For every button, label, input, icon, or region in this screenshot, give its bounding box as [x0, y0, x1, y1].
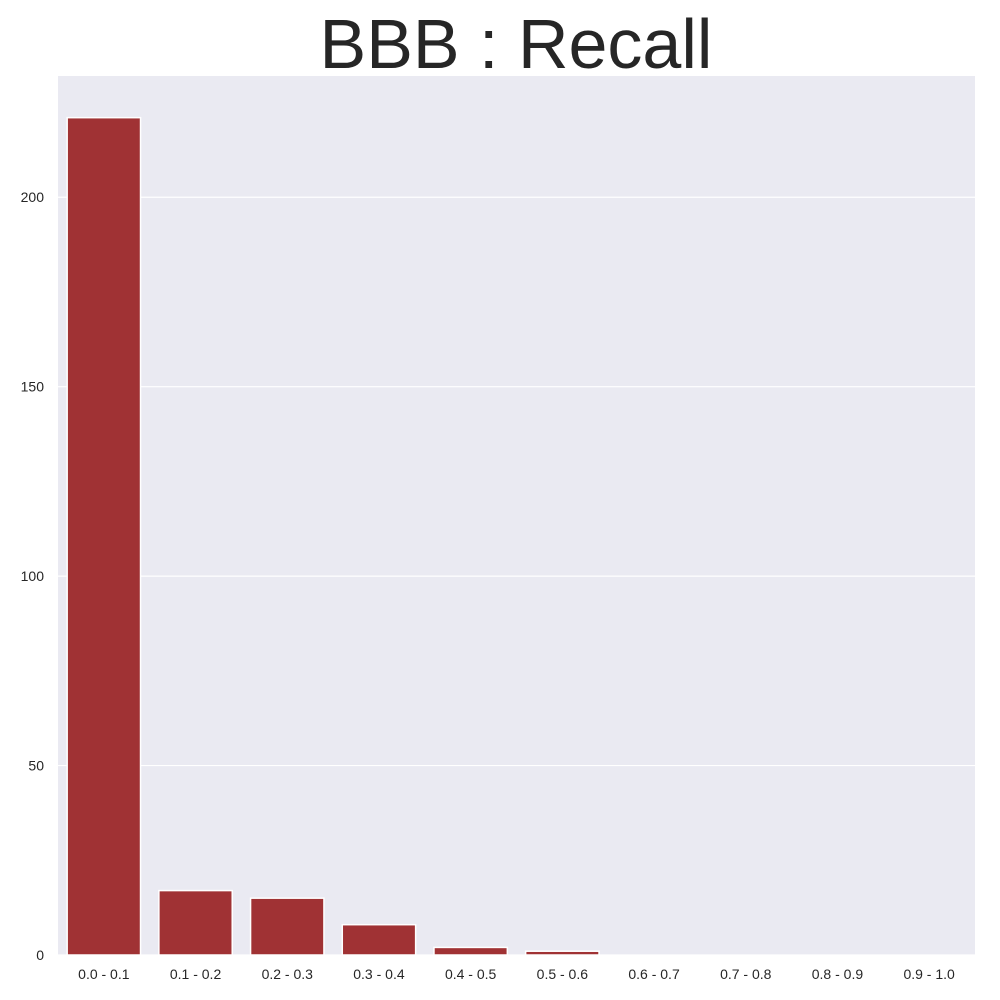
bar	[524, 950, 600, 956]
grid-lines	[58, 196, 975, 956]
x-tick-label: 0.3 - 0.4	[353, 966, 405, 982]
x-tick-label: 0.8 - 0.9	[812, 966, 864, 982]
bar	[433, 946, 509, 956]
x-tick-label: 0.0 - 0.1	[78, 966, 130, 982]
x-tick-label: 0.7 - 0.8	[720, 966, 772, 982]
bar	[249, 897, 325, 956]
x-tick-label: 0.2 - 0.3	[262, 966, 314, 982]
chart-title: BBB : Recall	[320, 5, 713, 83]
y-tick-label: 200	[21, 189, 45, 205]
x-tick-label: 0.4 - 0.5	[445, 966, 497, 982]
x-tick-label: 0.6 - 0.7	[628, 966, 680, 982]
y-tick-label: 150	[21, 379, 45, 395]
bars	[66, 116, 600, 956]
y-tick-label: 50	[28, 758, 44, 774]
y-tick-label: 0	[36, 947, 44, 963]
bar	[341, 923, 417, 956]
bar	[158, 889, 233, 956]
x-tick-label: 0.9 - 1.0	[903, 966, 955, 982]
x-tick-label: 0.5 - 0.6	[537, 966, 589, 982]
plot-area	[58, 76, 975, 955]
x-axis-ticks: 0.0 - 0.1 0.1 - 0.2 0.2 - 0.3 0.3 - 0.4 0.4 …	[78, 966, 955, 982]
bar	[66, 116, 142, 956]
y-tick-label: 100	[21, 568, 45, 584]
x-tick-label: 0.1 - 0.2	[170, 966, 222, 982]
y-axis-ticks: 0 50 100 150 200	[21, 189, 45, 963]
